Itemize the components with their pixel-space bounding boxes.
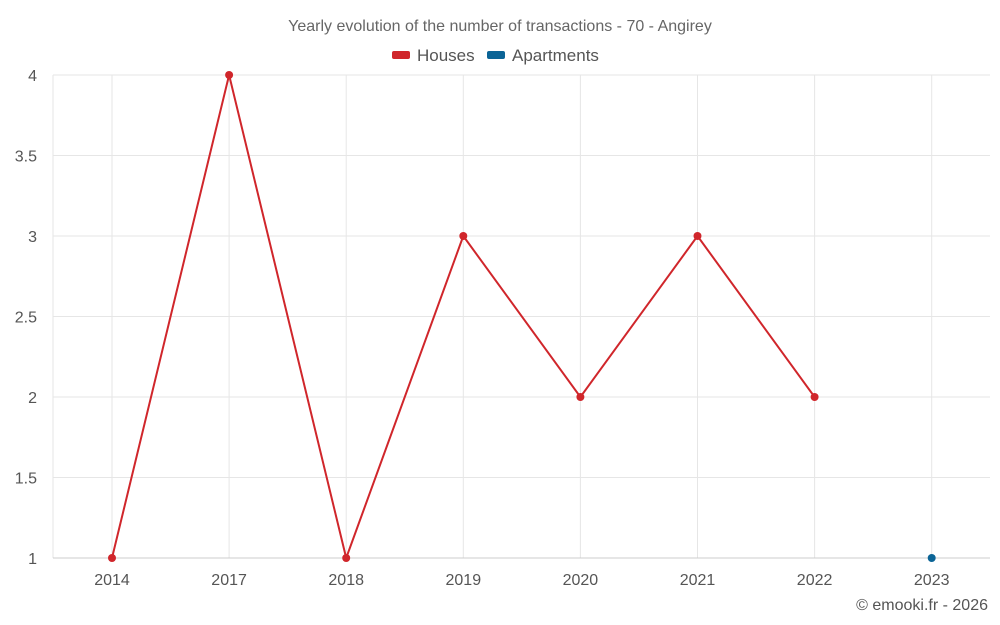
- x-tick-label: 2021: [680, 572, 716, 589]
- legend-swatch-houses: [392, 51, 410, 59]
- x-tick-label: 2018: [328, 572, 364, 589]
- series-layer: [108, 71, 936, 562]
- x-tick-label: 2014: [94, 572, 130, 589]
- y-tick-label: 1.5: [15, 471, 37, 488]
- x-tick-label: 2019: [446, 572, 482, 589]
- legend-item-houses[interactable]: Houses: [392, 46, 475, 65]
- x-tick-label: 2020: [563, 572, 599, 589]
- legend-swatch-apartments: [487, 51, 505, 59]
- credit-text: © emooki.fr - 2026: [856, 597, 988, 614]
- data-point-houses[interactable]: [810, 393, 819, 401]
- legend: Houses Apartments: [392, 46, 599, 65]
- y-tick-label: 4: [28, 68, 37, 85]
- y-tick-label: 3: [28, 229, 37, 246]
- chart-title: Yearly evolution of the number of transa…: [288, 18, 712, 35]
- data-point-apartments[interactable]: [927, 554, 936, 562]
- data-point-houses[interactable]: [576, 393, 585, 401]
- y-tick-label: 2: [28, 390, 37, 407]
- data-point-houses[interactable]: [693, 232, 702, 240]
- data-point-houses[interactable]: [459, 232, 468, 240]
- legend-label-apartments: Apartments: [512, 46, 599, 65]
- data-point-houses[interactable]: [108, 554, 116, 562]
- x-tick-label: 2022: [797, 572, 833, 589]
- grid: [52, 74, 990, 558]
- legend-label-houses: Houses: [417, 46, 475, 65]
- axes: 1 1.5 2 2.5 3 3.5 4 2014 2017 2018 2019 2020 2021 202…: [15, 68, 990, 589]
- x-tick-label: 2023: [914, 572, 950, 589]
- x-tick-label: 2017: [211, 572, 247, 589]
- data-point-houses[interactable]: [225, 71, 234, 79]
- legend-item-apartments[interactable]: Apartments: [487, 46, 599, 65]
- y-tick-label: 2.5: [15, 310, 37, 327]
- y-tick-label: 3.5: [15, 149, 37, 166]
- data-point-houses[interactable]: [342, 554, 351, 562]
- y-tick-label: 1: [28, 551, 37, 568]
